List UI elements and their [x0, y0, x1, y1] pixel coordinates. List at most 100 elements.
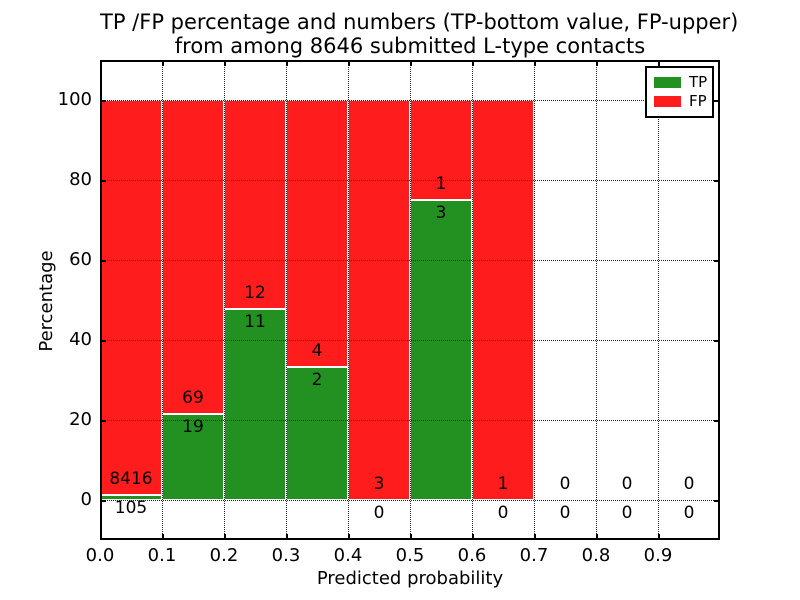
tp-legend-swatch: [654, 77, 681, 88]
chart-title: TP /FP percentage and numbers (TP-bottom…: [100, 10, 739, 58]
bar-segment-fp: [348, 100, 410, 500]
y-gridline: [100, 500, 720, 501]
x-gridline: [534, 60, 535, 540]
fp-legend-label: FP: [689, 92, 707, 110]
y-gridline: [100, 260, 720, 261]
legend: TP FP: [645, 66, 714, 118]
y-axis-label: Percentage: [36, 250, 57, 352]
tp-count-label: 19: [182, 416, 204, 437]
x-gridline: [596, 60, 597, 540]
x-gridline: [348, 60, 349, 540]
tp-count-label: 0: [683, 503, 695, 523]
y-tick-mark: [100, 420, 106, 422]
x-tick-label: 0.8: [581, 545, 611, 566]
x-gridline: [224, 60, 225, 540]
plot-area: 8416 105 69 19 12 11 4 2 3 0 1 3 1 0 0 0 0 0 0 0: [100, 60, 720, 540]
x-tick-mark: [162, 534, 164, 540]
fp-count-label: 0: [621, 474, 633, 494]
bar-segment-tp: [410, 200, 472, 500]
tp-count-label: 0: [621, 503, 633, 523]
bar-segment-fp: [224, 100, 286, 309]
y-tick-label: 100: [57, 89, 92, 110]
x-gridline: [472, 60, 473, 540]
x-tick-mark: [348, 60, 350, 66]
x-tick-mark: [286, 60, 288, 66]
tp-count-label: 0: [373, 503, 385, 523]
x-tick-mark: [472, 534, 474, 540]
bar-segment-tp: [224, 308, 286, 500]
bar-segment-fp: [472, 100, 534, 500]
x-tick-mark: [286, 534, 288, 540]
tp-count-label: 3: [435, 203, 447, 223]
fp-count-label: 0: [683, 474, 695, 494]
fp-count-label: 3: [373, 474, 385, 494]
x-tick-label: 0.4: [333, 545, 363, 566]
y-tick-mark: [714, 500, 720, 502]
x-axis-label: Predicted probability: [316, 568, 504, 589]
legend-item-tp: TP: [654, 73, 712, 92]
y-tick-mark: [714, 340, 720, 342]
fp-count-label: 69: [182, 387, 204, 408]
y-tick-mark: [714, 100, 720, 102]
x-tick-mark: [224, 534, 226, 540]
tp-count-label: 2: [311, 369, 323, 390]
x-gridline: [410, 60, 411, 540]
fp-count-label: 12: [244, 282, 266, 303]
x-tick-mark: [100, 534, 102, 540]
x-tick-mark: [596, 60, 598, 66]
x-tick-mark: [534, 534, 536, 540]
y-tick-mark: [100, 100, 106, 102]
x-tick-mark: [162, 60, 164, 66]
chart-title-line2: from among 8646 submitted L-type contact…: [174, 34, 646, 58]
x-tick-mark: [472, 60, 474, 66]
x-tick-mark: [658, 534, 660, 540]
y-gridline: [100, 340, 720, 341]
y-tick-label: 20: [69, 409, 92, 430]
chart-title-line1: TP /FP percentage and numbers (TP-bottom…: [100, 10, 739, 34]
y-tick-label: 40: [69, 329, 92, 350]
x-tick-label: 0.5: [395, 545, 425, 566]
fp-count-label: 8416: [109, 469, 153, 490]
fp-count-label: 1: [497, 474, 509, 494]
y-tick-mark: [714, 420, 720, 422]
bar-segment-fp: [410, 100, 472, 200]
x-tick-label: 0.9: [643, 545, 673, 566]
y-tick-mark: [714, 180, 720, 182]
x-tick-label: 0.6: [457, 545, 487, 566]
y-tick-label: 0: [80, 489, 92, 510]
fp-count-label: 4: [311, 340, 323, 361]
fp-count-label: 1: [435, 174, 447, 194]
x-tick-mark: [348, 534, 350, 540]
x-tick-label: 0.3: [271, 545, 301, 566]
y-tick-label: 60: [69, 249, 92, 270]
y-gridline: [100, 180, 720, 181]
tp-count-label: 0: [497, 503, 509, 523]
bar-segment-tp: [286, 366, 348, 500]
x-tick-mark: [100, 60, 102, 66]
fp-count-label: 0: [559, 474, 571, 494]
legend-item-fp: FP: [654, 92, 712, 111]
x-tick-label: 0.7: [519, 545, 549, 566]
x-tick-mark: [410, 534, 412, 540]
y-tick-mark: [100, 260, 106, 262]
fp-legend-swatch: [654, 96, 681, 107]
y-gridline: [100, 420, 720, 421]
x-gridline: [658, 60, 659, 540]
x-tick-mark: [596, 534, 598, 540]
y-tick-mark: [100, 340, 106, 342]
x-tick-mark: [534, 60, 536, 66]
x-tick-mark: [410, 60, 412, 66]
x-tick-label: 0.0: [85, 545, 115, 566]
y-tick-mark: [714, 260, 720, 262]
y-tick-label: 80: [69, 169, 92, 190]
x-gridline: [162, 60, 163, 540]
bar-segment-fp: [286, 100, 348, 367]
tp-count-label: 0: [559, 503, 571, 523]
x-gridline: [286, 60, 287, 540]
y-tick-mark: [100, 500, 106, 502]
tp-count-label: 11: [244, 311, 266, 332]
x-tick-label: 0.2: [209, 545, 239, 566]
x-tick-label: 0.1: [147, 545, 177, 566]
y-gridline: [100, 100, 720, 101]
